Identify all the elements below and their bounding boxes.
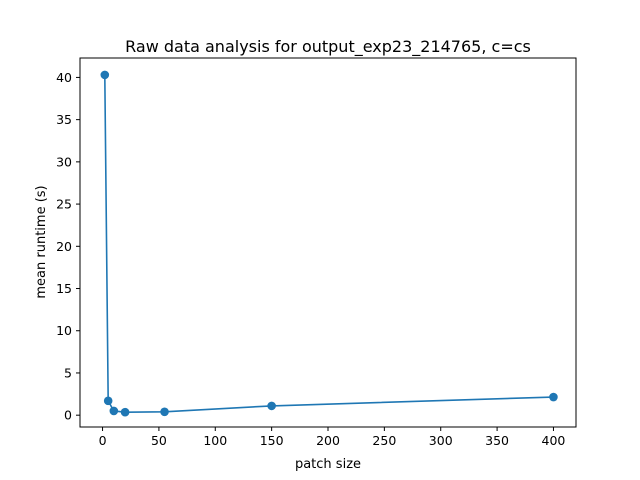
y-tick-label: 30 (56, 154, 72, 169)
plot-frame (79, 57, 577, 428)
data-point (120, 407, 130, 417)
x-axis-ticks: 0 50 100 150 200 250 300 350 400 (99, 427, 566, 448)
data-point (160, 407, 169, 417)
y-tick-label: 40 (56, 70, 72, 85)
x-axis-label: patch size (295, 457, 361, 472)
y-tick-label: 15 (56, 281, 72, 296)
data-point (103, 396, 113, 406)
x-tick-label: 400 (542, 433, 566, 448)
data-point (100, 70, 110, 80)
y-tick-label: 5 (64, 365, 72, 380)
data-point (109, 406, 119, 416)
y-tick-label: 20 (56, 239, 72, 254)
x-tick-label: 350 (485, 433, 509, 448)
series-layer (100, 70, 558, 417)
x-tick-label: 150 (260, 433, 284, 448)
y-tick-label: 10 (56, 323, 72, 338)
y-tick-label: 35 (56, 112, 72, 127)
y-tick-label: 0 (64, 408, 72, 423)
y-tick-label: 25 (56, 197, 72, 212)
chart-title: Raw data analysis for output_exp23_21476… (125, 37, 531, 57)
x-tick-label: 0 (99, 433, 107, 448)
y-axis-ticks: 0 5 10 15 20 25 30 35 40 (56, 70, 80, 423)
x-tick-label: 300 (429, 433, 453, 448)
data-point (267, 401, 276, 411)
y-axis-label: mean runtime (s) (34, 185, 49, 298)
data-point (549, 392, 558, 402)
x-tick-label: 250 (372, 433, 396, 448)
x-tick-label: 50 (151, 433, 167, 448)
x-tick-label: 100 (203, 433, 227, 448)
x-tick-label: 200 (316, 433, 340, 448)
